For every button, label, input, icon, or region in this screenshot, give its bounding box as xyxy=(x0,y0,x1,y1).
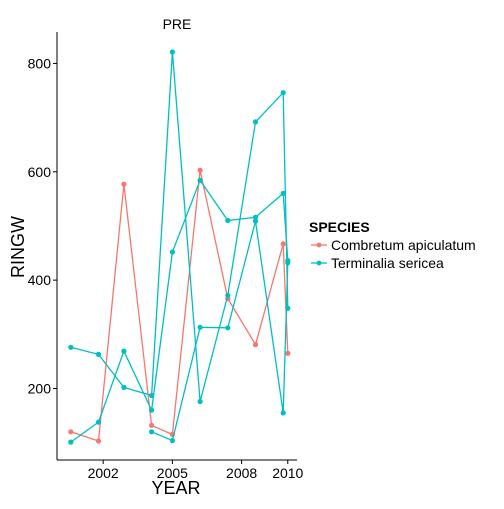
series-layer xyxy=(68,49,291,445)
x-tick-label: 2008 xyxy=(226,465,257,481)
x-tick-label: 2002 xyxy=(88,465,119,481)
legend-entry-terminalia: Terminalia sericea xyxy=(311,255,444,271)
data-point xyxy=(197,324,203,330)
series-0 xyxy=(68,167,291,444)
data-point xyxy=(149,422,155,428)
x-ticks: 2002 2005 2008 2010 xyxy=(88,460,304,481)
data-point xyxy=(280,190,286,196)
data-point xyxy=(68,429,74,435)
data-point xyxy=(121,348,127,354)
data-point xyxy=(225,292,231,298)
data-point xyxy=(197,177,203,183)
data-point xyxy=(252,342,259,348)
y-tick-label: 800 xyxy=(28,55,52,71)
data-point xyxy=(252,214,259,220)
series-line xyxy=(70,170,289,442)
legend-entry-combretum: Combretum apiculatum xyxy=(311,237,476,253)
data-point xyxy=(169,437,175,444)
data-point xyxy=(225,217,231,224)
x-axis-label: YEAR xyxy=(151,478,200,498)
series-line xyxy=(70,51,289,402)
legend-title: SPECIES xyxy=(309,219,370,235)
panel-title: PRE xyxy=(163,16,192,32)
data-point xyxy=(149,407,155,413)
data-point xyxy=(197,167,203,173)
data-point xyxy=(285,350,291,356)
series-3 xyxy=(149,218,291,444)
legend: SPECIES Combretum apiculatum Terminalia … xyxy=(309,219,476,271)
y-tick-label: 600 xyxy=(28,164,52,180)
data-point xyxy=(95,438,102,444)
data-point xyxy=(285,260,291,266)
series-line xyxy=(70,179,289,443)
y-tick-label: 400 xyxy=(28,272,52,288)
data-point xyxy=(252,119,259,125)
series-1 xyxy=(68,177,291,445)
data-point xyxy=(169,49,175,55)
x-tick-label: 2010 xyxy=(272,465,303,481)
data-point xyxy=(121,384,127,390)
y-ticks: 200 400 600 800 xyxy=(28,55,57,396)
data-point xyxy=(149,429,155,435)
data-point xyxy=(95,351,102,357)
data-point xyxy=(280,410,286,416)
data-point xyxy=(252,218,259,224)
legend-label: Combretum apiculatum xyxy=(331,237,476,253)
data-point xyxy=(280,241,286,247)
data-point xyxy=(68,344,74,350)
data-point xyxy=(169,249,175,255)
series-2 xyxy=(68,49,291,405)
legend-key-point xyxy=(316,242,322,248)
data-point xyxy=(121,181,127,187)
legend-key-point xyxy=(316,260,322,266)
data-point xyxy=(225,325,231,331)
data-point xyxy=(149,392,155,399)
data-point xyxy=(95,419,102,425)
data-point xyxy=(68,439,74,445)
legend-label: Terminalia sericea xyxy=(331,255,444,271)
y-tick-label: 200 xyxy=(28,380,52,396)
data-point xyxy=(197,398,203,405)
y-axis-label: RINGW xyxy=(8,216,28,278)
x-tick-label: 2005 xyxy=(157,465,188,481)
data-point xyxy=(280,90,286,96)
